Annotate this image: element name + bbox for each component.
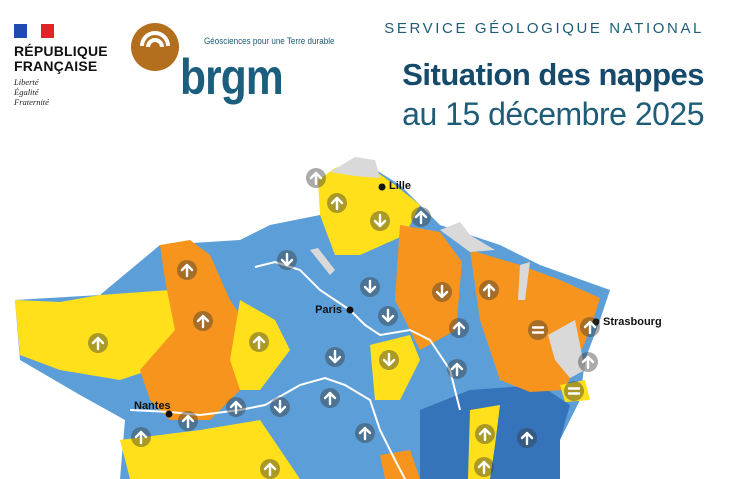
region-orange-champagne — [395, 225, 462, 350]
rf-name: RÉPUBLIQUE FRANÇAISE — [14, 44, 108, 74]
trend-arrow-up-icon — [226, 397, 246, 417]
trend-stable-icon — [564, 381, 584, 401]
brgm-logo: Géosciences pour une Terre durable brgm — [130, 22, 334, 102]
trend-arrow-down-icon — [277, 250, 297, 270]
lille-dot — [378, 183, 386, 191]
city-label-strasbourg: Strasbourg — [603, 316, 662, 328]
motto-liberte: Liberté — [14, 77, 39, 87]
region-yellow-alsace-south — [560, 380, 590, 402]
trend-arrow-up-icon — [249, 332, 269, 352]
trend-arrow-up-icon — [306, 168, 326, 188]
region-orange-south — [380, 450, 420, 479]
trend-arrow-up-icon — [88, 333, 108, 353]
marianne-flag-icon — [14, 24, 54, 38]
trend-arrow-up-icon — [260, 459, 280, 479]
page-subtitle-date: au 15 décembre 2025 — [402, 96, 704, 132]
brgm-wordmark: brgm — [180, 49, 284, 105]
region-grey-north — [330, 157, 380, 178]
rf-name-line1: RÉPUBLIQUE — [14, 43, 108, 59]
city-label-nantes: Nantes — [134, 400, 171, 412]
region-grey-alsace — [548, 320, 585, 378]
nantes-dot — [165, 410, 173, 418]
river-seine — [254, 260, 461, 411]
trend-arrow-up-icon — [131, 427, 151, 447]
trend-arrow-down-icon — [378, 306, 398, 326]
brgm-tagline: Géosciences pour une Terre durable — [204, 36, 335, 47]
trend-arrow-up-icon — [178, 411, 198, 431]
city-label-paris: Paris — [315, 304, 342, 316]
trend-arrow-down-icon — [270, 397, 290, 417]
trend-arrow-down-icon — [360, 277, 380, 297]
rf-motto: Liberté Égalité Fraternité — [14, 77, 108, 107]
region-yellow-jura — [468, 405, 500, 479]
rf-name-line2: FRANÇAISE — [14, 58, 98, 74]
region-grey-vosges-strip — [518, 262, 530, 300]
trend-arrow-down-icon — [379, 350, 399, 370]
service-label: SERVICE GÉOLOGIQUE NATIONAL — [384, 20, 704, 37]
motto-egalite: Égalité — [14, 87, 39, 97]
trend-arrow-up-icon — [475, 424, 495, 444]
region-yellow-brittany — [15, 290, 175, 380]
region-yellow-southwest — [120, 420, 300, 479]
brgm-circle-icon — [131, 23, 179, 71]
river-loire — [129, 376, 406, 479]
city-label-lille: Lille — [389, 180, 411, 192]
lake-grey — [310, 248, 335, 275]
trend-arrow-up-icon — [517, 428, 537, 448]
trend-arrow-down-icon — [370, 211, 390, 231]
trend-arrow-up-icon — [580, 317, 600, 337]
trend-arrow-up-icon — [193, 311, 213, 331]
trend-arrow-up-icon — [327, 193, 347, 213]
trend-arrow-up-icon — [447, 359, 467, 379]
trend-arrow-down-icon — [325, 347, 345, 367]
trend-arrow-up-icon — [474, 457, 494, 477]
region-orange-west — [140, 240, 250, 420]
trend-arrow-up-icon — [479, 280, 499, 300]
trend-arrow-up-icon — [411, 207, 431, 227]
trend-arrow-up-icon — [355, 423, 375, 443]
region-yellow-north — [318, 160, 420, 255]
trend-arrow-up-icon — [320, 388, 340, 408]
trend-stable-icon — [528, 320, 548, 340]
trend-arrow-up-icon — [449, 318, 469, 338]
trend-arrow-up-icon — [578, 352, 598, 372]
trend-arrow-up-icon — [177, 260, 197, 280]
motto-fraternite: Fraternité — [14, 97, 49, 107]
region-yellow-burgundy — [370, 335, 420, 400]
republique-francaise-logo: RÉPUBLIQUE FRANÇAISE Liberté Égalité Frat… — [14, 24, 108, 107]
paris-dot — [346, 306, 354, 314]
strasbourg-dot — [592, 318, 600, 326]
page-title: Situation des nappes — [402, 57, 704, 92]
trend-arrow-down-icon — [432, 282, 452, 302]
region-grey-ardennes — [440, 222, 495, 252]
